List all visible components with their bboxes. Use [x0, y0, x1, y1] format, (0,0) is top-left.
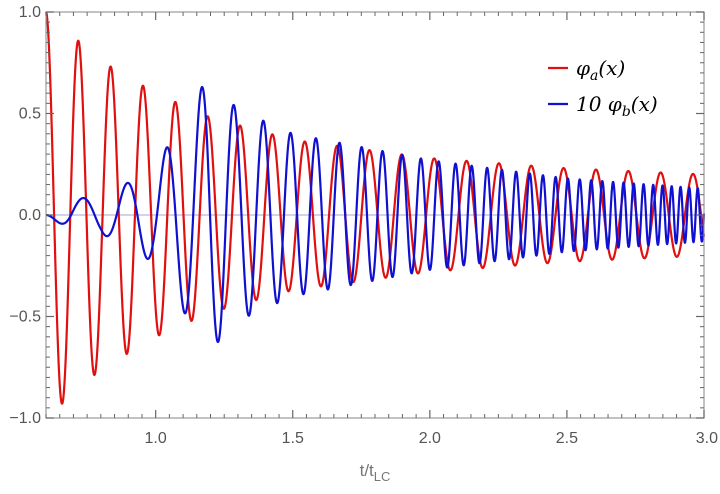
y-tick-label: −0.5: [9, 309, 41, 326]
series-line-phi-a: [45, 11, 706, 405]
y-tick-label: 0.5: [19, 106, 41, 123]
legend: φa(x) 10 φb(x): [548, 56, 658, 120]
x-tick-label: 1.0: [145, 430, 167, 447]
ticks-layer: [45, 11, 705, 419]
x-tick-label: 2.5: [556, 430, 578, 447]
legend-label: φa(x): [576, 56, 625, 84]
y-tick-labels: −1.0 −0.5 0.0 0.5 1.0: [9, 4, 41, 427]
y-tick-label: 1.0: [19, 4, 41, 21]
series-line-phi-b: [45, 85, 706, 344]
x-axis-label: t/tLC: [360, 461, 391, 484]
x-axis-label-main: t/t: [360, 461, 374, 480]
legend-label: 10 φb(x): [576, 92, 658, 120]
x-tick-label: 1.5: [282, 430, 304, 447]
x-tick-labels: 1.0 1.5 2.0 2.5 3.0: [145, 430, 719, 447]
series-layer: [45, 11, 706, 405]
y-tick-label: −1.0: [9, 410, 41, 427]
y-tick-label: 0.0: [19, 207, 41, 224]
x-tick-label: 2.0: [419, 430, 441, 447]
x-tick-label: 3.0: [696, 430, 718, 447]
x-axis-label-sub: LC: [374, 469, 391, 484]
